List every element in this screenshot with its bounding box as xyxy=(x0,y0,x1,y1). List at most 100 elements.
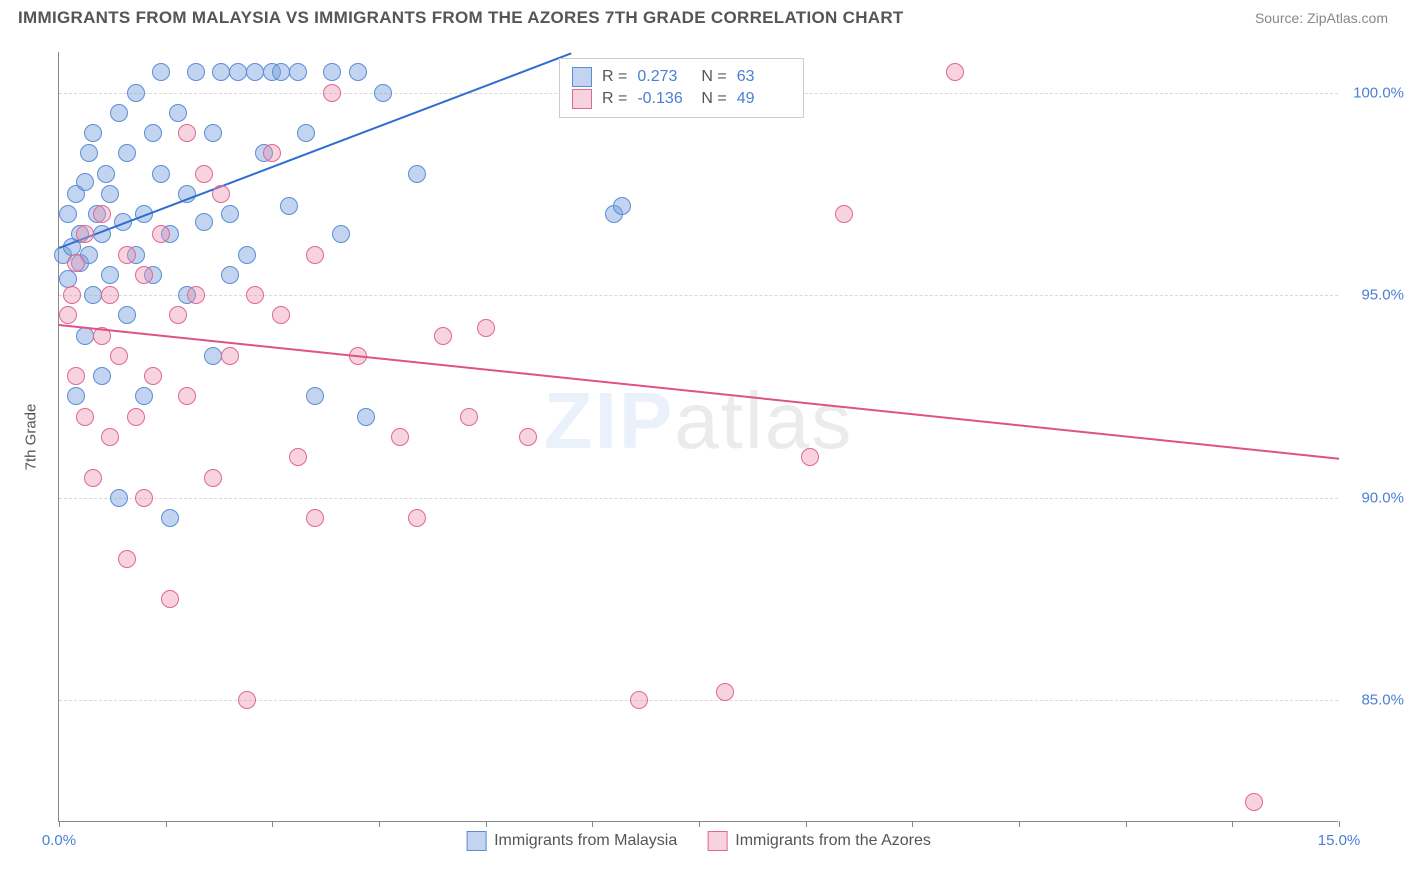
data-point-azores xyxy=(716,683,734,701)
data-point-azores xyxy=(835,205,853,223)
data-point-azores xyxy=(801,448,819,466)
data-point-azores xyxy=(76,408,94,426)
data-point-malaysia xyxy=(323,63,341,81)
data-point-azores xyxy=(272,306,290,324)
data-point-azores xyxy=(101,428,119,446)
data-point-malaysia xyxy=(135,387,153,405)
data-point-malaysia xyxy=(229,63,247,81)
data-point-azores xyxy=(246,286,264,304)
data-point-malaysia xyxy=(76,173,94,191)
data-point-azores xyxy=(144,367,162,385)
data-point-azores xyxy=(161,590,179,608)
data-point-malaysia xyxy=(221,266,239,284)
data-point-malaysia xyxy=(169,104,187,122)
x-tick xyxy=(59,821,60,827)
x-tick xyxy=(1126,821,1127,827)
data-point-azores xyxy=(238,691,256,709)
data-point-azores xyxy=(391,428,409,446)
swatch-azores xyxy=(572,89,592,109)
y-tick-label: 100.0% xyxy=(1344,84,1404,101)
data-point-azores xyxy=(204,469,222,487)
x-tick xyxy=(806,821,807,827)
bottom-legend: Immigrants from Malaysia Immigrants from… xyxy=(466,831,931,851)
data-point-malaysia xyxy=(84,286,102,304)
data-point-malaysia xyxy=(349,63,367,81)
gridline xyxy=(59,498,1338,499)
swatch-icon xyxy=(707,831,727,851)
data-point-azores xyxy=(67,367,85,385)
data-point-malaysia xyxy=(84,124,102,142)
legend-item-azores: Immigrants from the Azores xyxy=(707,831,931,851)
data-point-malaysia xyxy=(408,165,426,183)
data-point-malaysia xyxy=(97,165,115,183)
data-point-malaysia xyxy=(246,63,264,81)
data-point-malaysia xyxy=(212,63,230,81)
y-axis-label: 7th Grade xyxy=(23,403,40,470)
data-point-malaysia xyxy=(101,266,119,284)
data-point-malaysia xyxy=(289,63,307,81)
legend-item-malaysia: Immigrants from Malaysia xyxy=(466,831,677,851)
data-point-malaysia xyxy=(306,387,324,405)
x-tick xyxy=(166,821,167,827)
y-tick-label: 85.0% xyxy=(1344,692,1404,709)
data-point-azores xyxy=(59,306,77,324)
data-point-azores xyxy=(434,327,452,345)
data-point-azores xyxy=(306,246,324,264)
data-point-malaysia xyxy=(80,144,98,162)
correlation-legend: R = 0.273 N = 63 R = -0.136 N = 49 xyxy=(559,58,804,118)
legend-label: Immigrants from the Azores xyxy=(735,832,931,850)
data-point-azores xyxy=(110,347,128,365)
data-point-azores xyxy=(169,306,187,324)
data-point-azores xyxy=(178,124,196,142)
plot-area: 7th Grade ZIPatlas R = 0.273 N = 63 R = … xyxy=(58,52,1338,822)
data-point-azores xyxy=(178,387,196,405)
data-point-malaysia xyxy=(187,63,205,81)
data-point-malaysia xyxy=(67,387,85,405)
legend-row-azores: R = -0.136 N = 49 xyxy=(572,89,791,109)
data-point-azores xyxy=(408,509,426,527)
data-point-azores xyxy=(946,63,964,81)
data-point-malaysia xyxy=(613,197,631,215)
data-point-azores xyxy=(84,469,102,487)
data-point-azores xyxy=(221,347,239,365)
data-point-azores xyxy=(152,225,170,243)
data-point-azores xyxy=(289,448,307,466)
data-point-azores xyxy=(63,286,81,304)
n-label: N = xyxy=(701,90,726,108)
data-point-malaysia xyxy=(374,84,392,102)
x-tick xyxy=(379,821,380,827)
r-label: R = xyxy=(602,68,627,86)
x-tick xyxy=(592,821,593,827)
data-point-azores xyxy=(67,254,85,272)
n-value-malaysia: 63 xyxy=(737,68,791,86)
y-tick-label: 95.0% xyxy=(1344,287,1404,304)
data-point-malaysia xyxy=(332,225,350,243)
data-point-malaysia xyxy=(280,197,298,215)
data-point-azores xyxy=(1245,793,1263,811)
n-label: N = xyxy=(701,68,726,86)
data-point-azores xyxy=(135,489,153,507)
data-point-malaysia xyxy=(144,124,162,142)
data-point-malaysia xyxy=(127,84,145,102)
r-label: R = xyxy=(602,90,627,108)
data-point-azores xyxy=(187,286,205,304)
data-point-malaysia xyxy=(357,408,375,426)
data-point-azores xyxy=(76,225,94,243)
x-tick xyxy=(1019,821,1020,827)
n-value-azores: 49 xyxy=(737,90,791,108)
x-tick xyxy=(1339,821,1340,827)
data-point-malaysia xyxy=(59,205,77,223)
chart-title: IMMIGRANTS FROM MALAYSIA VS IMMIGRANTS F… xyxy=(18,8,904,28)
data-point-azores xyxy=(460,408,478,426)
data-point-malaysia xyxy=(195,213,213,231)
data-point-malaysia xyxy=(93,367,111,385)
r-value-azores: -0.136 xyxy=(637,90,691,108)
data-point-malaysia xyxy=(161,509,179,527)
data-point-azores xyxy=(519,428,537,446)
data-point-malaysia xyxy=(101,185,119,203)
x-tick xyxy=(1232,821,1233,827)
data-point-malaysia xyxy=(221,205,239,223)
x-tick xyxy=(699,821,700,827)
chart-wrapper: 7th Grade ZIPatlas R = 0.273 N = 63 R = … xyxy=(18,40,1388,880)
data-point-malaysia xyxy=(118,306,136,324)
